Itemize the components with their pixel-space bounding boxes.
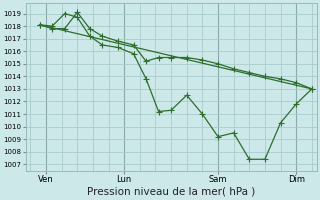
- X-axis label: Pression niveau de la mer( hPa ): Pression niveau de la mer( hPa ): [87, 187, 255, 197]
